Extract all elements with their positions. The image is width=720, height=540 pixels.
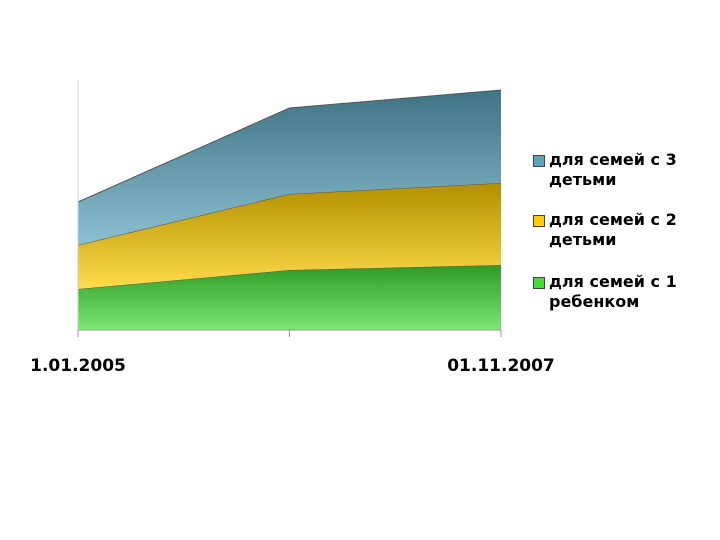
area-shade	[78, 90, 501, 245]
area-edge	[77, 89, 502, 203]
legend-item: для семей с 1 ребенком	[533, 272, 703, 312]
legend-label: для семей с 2 детьми	[549, 210, 677, 249]
legend-label: для семей с 3 детьми	[549, 150, 677, 189]
legend-swatch	[533, 277, 545, 289]
x-tick-label: 1.01.2005	[30, 356, 126, 376]
legend-swatch	[533, 215, 545, 227]
legend-swatch	[533, 155, 545, 167]
legend-label: для семей с 1 ребенком	[549, 272, 677, 311]
x-tick-label: 01.11.2007	[447, 356, 555, 376]
area-shade	[78, 183, 501, 289]
legend-item: для семей с 2 детьми	[533, 210, 703, 250]
legend-item: для семей с 3 детьми	[533, 150, 703, 190]
area-shade	[78, 265, 501, 330]
